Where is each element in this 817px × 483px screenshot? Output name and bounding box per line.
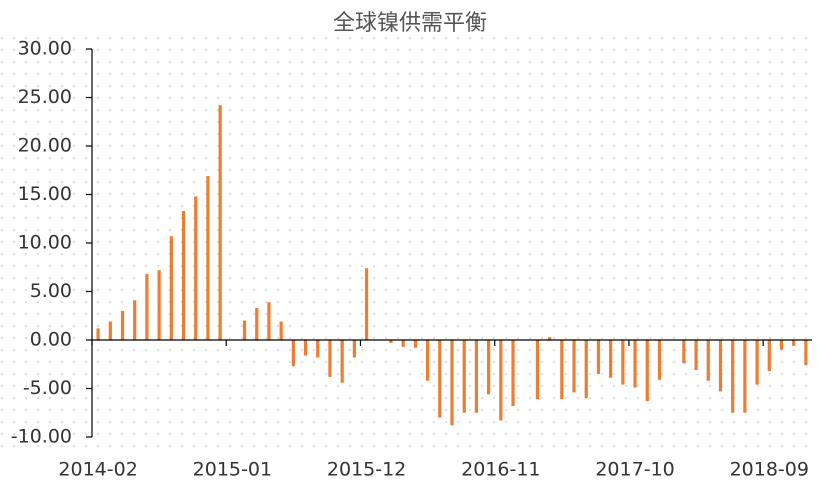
bar: [706, 340, 710, 381]
y-tick-label: 15.00: [18, 183, 72, 205]
chart-title: 全球镍供需平衡: [333, 11, 487, 36]
y-tick-label: 5.00: [30, 280, 72, 302]
bar: [194, 196, 198, 340]
bar: [157, 270, 161, 340]
y-tick-label: 25.00: [18, 86, 72, 108]
bar: [779, 340, 784, 350]
x-tick-label: 2015-12: [327, 459, 406, 481]
bar: [279, 321, 283, 340]
bar: [535, 340, 540, 400]
x-tick-label: 2015-01: [193, 459, 272, 481]
bar: [621, 340, 625, 385]
bar: [609, 340, 613, 378]
y-tick-label: -10.00: [11, 426, 72, 448]
y-tick-label: 30.00: [18, 38, 72, 60]
bar: [328, 340, 332, 377]
bar: [694, 340, 698, 371]
bar: [450, 340, 454, 426]
y-tick-label: 0.00: [30, 329, 72, 351]
dotted-background: [0, 36, 817, 456]
bar: [560, 340, 564, 400]
bar: [657, 340, 662, 380]
bar: [731, 340, 735, 413]
bar: [755, 340, 759, 385]
y-tick-label: -5.00: [23, 377, 72, 399]
x-tick-label: 2017-10: [595, 459, 674, 481]
bar: [242, 320, 247, 340]
bar: [303, 340, 308, 356]
bar: [120, 310, 125, 340]
bar: [633, 340, 637, 388]
bar: [401, 340, 405, 347]
bar: [487, 340, 491, 395]
bar: [218, 105, 222, 340]
bar: [499, 340, 503, 421]
bar: [743, 340, 747, 413]
x-tick-label: 2018-09: [730, 459, 809, 481]
bar: [169, 236, 173, 340]
bar: [96, 328, 100, 340]
y-tick-label: 10.00: [18, 232, 72, 254]
bar: [425, 340, 430, 381]
bar: [255, 307, 259, 340]
bar: [389, 340, 393, 343]
bar: [316, 340, 320, 358]
bar: [645, 340, 649, 402]
bar: [352, 340, 356, 358]
bar: [584, 340, 588, 399]
bar: [364, 268, 369, 340]
bar: [133, 300, 137, 340]
x-tick-label: 2016-11: [461, 459, 540, 481]
bar: [145, 274, 149, 340]
bar: [291, 340, 295, 367]
bar: [108, 321, 112, 340]
bar: [767, 340, 771, 372]
bar: [548, 337, 552, 340]
bar: [206, 176, 210, 340]
bar: [438, 340, 442, 418]
bar: [474, 340, 479, 413]
x-tick-label: 2014-02: [58, 459, 137, 481]
bar: [718, 340, 723, 392]
bar: [804, 340, 808, 366]
bar: [682, 340, 686, 364]
bar: [462, 340, 466, 413]
bar: [413, 340, 417, 348]
bar: [511, 340, 515, 406]
bar: [340, 340, 344, 383]
bar: [572, 340, 576, 393]
bar: [792, 340, 796, 346]
bar: [267, 302, 271, 340]
y-tick-label: 20.00: [18, 135, 72, 157]
bar: [181, 210, 186, 340]
bar: [596, 340, 601, 374]
